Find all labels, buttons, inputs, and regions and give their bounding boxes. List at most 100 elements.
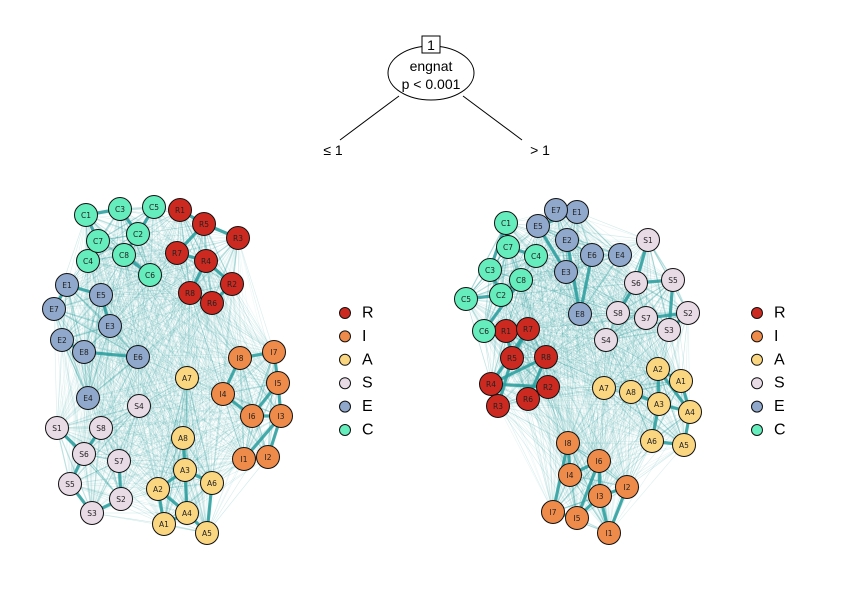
edge	[137, 292, 191, 358]
edge	[91, 274, 151, 514]
node-A4: A4	[175, 501, 199, 525]
edge	[176, 252, 253, 417]
edge	[85, 214, 239, 239]
edge	[511, 317, 647, 359]
edge	[189, 292, 241, 359]
node-label: A6	[647, 437, 657, 446]
edge	[109, 283, 233, 327]
node-A6: A6	[200, 471, 224, 495]
node-E3: E3	[554, 260, 578, 284]
edge	[85, 214, 186, 471]
node-E4: E4	[76, 386, 100, 410]
edge	[605, 339, 691, 413]
node-label: S2	[683, 309, 693, 318]
edge	[56, 427, 186, 471]
edge	[186, 377, 213, 484]
edge	[186, 357, 241, 514]
edge	[137, 209, 181, 358]
edge	[608, 317, 647, 534]
edge	[85, 214, 275, 353]
node-R4: R4	[194, 249, 218, 273]
edge	[66, 284, 191, 294]
edge	[69, 483, 159, 490]
edge	[535, 255, 605, 389]
edge	[176, 252, 184, 439]
node-label: I5	[275, 379, 282, 388]
node-label: I4	[220, 390, 227, 399]
node-circle	[544, 198, 568, 222]
edge	[182, 357, 241, 439]
node-S7: S7	[107, 449, 131, 473]
edge	[500, 294, 659, 370]
edge	[66, 284, 188, 514]
edge	[97, 240, 184, 439]
edge	[163, 351, 275, 525]
edge	[576, 211, 581, 315]
edge	[182, 292, 191, 439]
edge	[505, 255, 537, 332]
edge	[109, 237, 239, 327]
edge	[483, 330, 554, 513]
edge	[61, 339, 71, 485]
edge	[567, 211, 578, 444]
edge	[53, 308, 279, 384]
edge	[61, 339, 159, 490]
node-label: E6	[133, 353, 143, 362]
node-circle	[126, 345, 150, 369]
node-I6: I6	[240, 404, 264, 428]
edge	[153, 206, 253, 417]
edge	[489, 211, 578, 271]
edge	[527, 225, 539, 330]
edge	[535, 255, 619, 314]
edge	[206, 351, 275, 534]
node-label: E3	[105, 322, 115, 331]
node-circle	[58, 472, 82, 496]
node-label: C7	[503, 243, 513, 252]
edge	[591, 254, 628, 488]
edge	[603, 387, 628, 488]
node-A1: A1	[152, 512, 176, 536]
edge	[497, 254, 593, 407]
edge	[566, 239, 647, 319]
edge	[591, 254, 653, 442]
node-A2: A2	[646, 357, 670, 381]
edge	[109, 325, 279, 384]
edge	[507, 246, 607, 341]
edge	[507, 246, 581, 315]
edge	[149, 274, 188, 379]
edge	[576, 211, 659, 370]
edge	[182, 283, 233, 439]
edge	[605, 339, 628, 488]
edge	[66, 284, 140, 407]
edge	[555, 209, 571, 476]
edge	[138, 405, 186, 471]
edge	[608, 391, 632, 534]
edge	[206, 415, 253, 534]
edge	[579, 313, 653, 442]
node-circle	[634, 306, 658, 330]
edge	[83, 453, 188, 514]
edge	[109, 325, 224, 395]
node-circle	[558, 463, 582, 487]
edge	[87, 260, 188, 379]
edge	[497, 405, 653, 442]
edge	[138, 252, 178, 407]
node-label: S1	[52, 424, 62, 433]
edge	[599, 368, 659, 497]
edge	[545, 254, 593, 358]
edge	[579, 313, 691, 413]
edge	[565, 271, 647, 319]
tree-left-edge-label: ≤ 1	[323, 142, 343, 158]
node-circle	[42, 297, 66, 321]
edge	[100, 382, 279, 429]
edge	[598, 279, 674, 462]
edge	[182, 302, 213, 439]
node-label: R7	[523, 325, 533, 334]
node-R1: R1	[494, 319, 518, 343]
edge	[83, 351, 279, 384]
node-E7: E7	[42, 297, 66, 321]
node-circle	[657, 318, 681, 342]
edge	[69, 351, 275, 485]
edge	[83, 208, 121, 353]
edge	[100, 294, 245, 460]
